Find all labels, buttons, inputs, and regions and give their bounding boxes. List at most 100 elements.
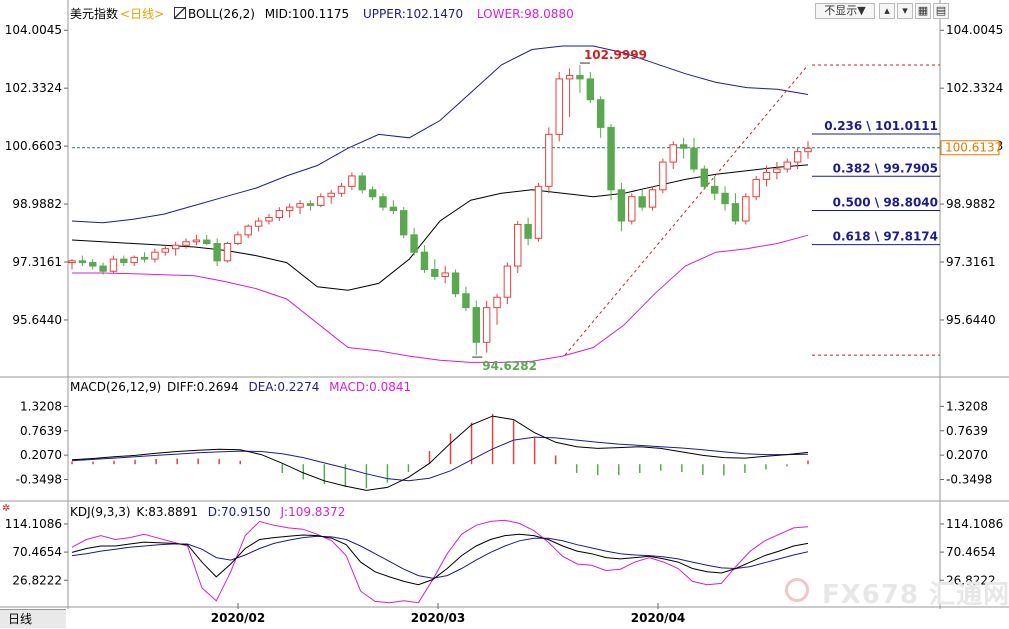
candle-body — [493, 296, 501, 309]
candle-body — [254, 220, 263, 227]
fib-level-label: 0.500 \ 98.8040 — [833, 195, 938, 209]
candle-body — [555, 78, 563, 135]
candle-body — [700, 168, 709, 187]
macd-left-tick-label: 0.2070 — [20, 448, 62, 462]
candle-body — [565, 74, 574, 80]
kdj-settings-icon[interactable]: ✲ — [2, 503, 11, 514]
boll-lower: LOWER:98.0880 — [476, 7, 574, 21]
main-left-tick-label: 98.9882 — [12, 197, 62, 211]
boll-upper: UPPER:102.1470 — [362, 7, 464, 21]
kdj-left-tick-label: 26.8222 — [12, 573, 62, 587]
date-label: 2020/04 — [631, 611, 685, 625]
candle-body — [576, 74, 584, 80]
candle-body — [710, 185, 719, 194]
boll-lower-line — [72, 234, 809, 363]
macd-right-tick-label: -0.3498 — [946, 472, 992, 486]
candle-body — [99, 265, 107, 272]
candle-body — [151, 251, 159, 260]
symbol-name: 美元指数 — [70, 7, 119, 21]
candle-body — [524, 223, 532, 239]
candle-body — [327, 192, 335, 198]
candle-body — [213, 243, 221, 262]
candle-body — [317, 196, 325, 206]
candle-body — [368, 189, 377, 198]
macd-right-tick-label: 1.3208 — [946, 399, 988, 413]
candle-body — [742, 196, 750, 222]
candle-body — [171, 244, 180, 250]
candle-body — [586, 78, 595, 101]
candle-body — [68, 260, 76, 264]
fib-level-label: 0.618 \ 97.8174 — [833, 230, 938, 244]
candle-body — [109, 258, 118, 272]
macd-diff-line — [71, 415, 809, 491]
candle-body — [514, 223, 522, 267]
display-toggle-button[interactable]: 不显示▼ — [815, 3, 875, 19]
main-left-tick-label: 97.3161 — [12, 255, 62, 269]
candle-body — [192, 239, 201, 243]
candle-body — [140, 256, 149, 260]
candle-body — [648, 189, 657, 208]
fib-level-label: 0.382 \ 99.7905 — [833, 161, 938, 175]
candle-body — [721, 192, 729, 205]
candle-body — [638, 196, 646, 208]
candle-body — [337, 185, 346, 194]
candle-body — [130, 256, 138, 264]
macd-left-tick-label: 1.3208 — [20, 399, 62, 413]
fib-level-label: 0.236 \ 101.0111 — [824, 119, 938, 133]
kdj-right-tick-label: 114.1086 — [946, 517, 1003, 531]
macd-name: MACD(26,12,9) — [70, 380, 162, 394]
candle-body — [389, 206, 398, 212]
candle-body — [773, 168, 781, 173]
chart-mode-icon[interactable]: ▦ — [915, 3, 931, 19]
candle-body — [441, 272, 449, 277]
candle-body — [161, 248, 170, 253]
candle-body — [679, 144, 688, 149]
main-header: 美元指数 <日线> BOLL(26,2) MID:100.1175 UPPER:1… — [70, 5, 574, 22]
candle-body — [379, 196, 387, 208]
kdj-header: KDJ(9,3,3) K:83.8891 D:70.9150 J:109.837… — [70, 505, 345, 519]
macd-dea-line — [71, 436, 809, 482]
macd-value: MACD:0.0841 — [329, 380, 412, 394]
macd-left-tick-label: -0.3498 — [16, 472, 62, 486]
macd-dea: DEA:0.2274 — [248, 380, 320, 394]
boll-mid: MID:100.1175 — [264, 7, 350, 21]
watermark-text: FX678 汇通网 — [822, 580, 1009, 610]
chart-layout-icon[interactable]: ▤ — [933, 3, 949, 19]
candle-body — [203, 239, 211, 245]
zoom-out-icon[interactable]: ▾ — [897, 3, 913, 19]
current-price-box — [940, 140, 1000, 156]
candle-body — [78, 260, 87, 264]
kdj-j-line — [71, 519, 809, 604]
high-annotation: 102.9999 — [584, 48, 647, 62]
candle-body — [348, 175, 356, 187]
kdj-left-tick-label: 70.4654 — [12, 545, 62, 559]
boll-name: BOLL(26,2) — [187, 7, 255, 21]
candle-body — [182, 241, 190, 246]
kdj-d-line — [71, 535, 809, 579]
candle-body — [731, 203, 740, 222]
candle-body — [690, 147, 698, 170]
candle-body — [420, 251, 429, 271]
candle-body — [752, 178, 760, 198]
candle-body — [659, 161, 667, 191]
candle-body — [545, 133, 553, 187]
main-right-tick-label: 95.6440 — [946, 313, 996, 327]
boll-icon — [173, 7, 186, 19]
period-tab[interactable]: 日线 — [0, 609, 66, 628]
candle-body — [120, 258, 128, 264]
candle-body — [482, 307, 491, 343]
candle-body — [400, 210, 408, 236]
date-label: 2020/02 — [211, 611, 265, 625]
current-price-label: 100.6137 — [945, 141, 1002, 155]
boll-mid-line — [71, 164, 809, 291]
candle-body — [358, 175, 366, 191]
period-label: <日线> — [120, 7, 165, 21]
zoom-in-icon[interactable]: ▴ — [879, 3, 895, 19]
kdj-right-tick-label: 70.4654 — [946, 545, 996, 559]
candle-body — [607, 126, 615, 191]
candle-body — [669, 144, 677, 163]
candle-body — [285, 206, 294, 212]
candle-body — [472, 307, 480, 343]
candle-body — [296, 203, 304, 208]
kdj-j: J:109.8372 — [280, 505, 346, 519]
